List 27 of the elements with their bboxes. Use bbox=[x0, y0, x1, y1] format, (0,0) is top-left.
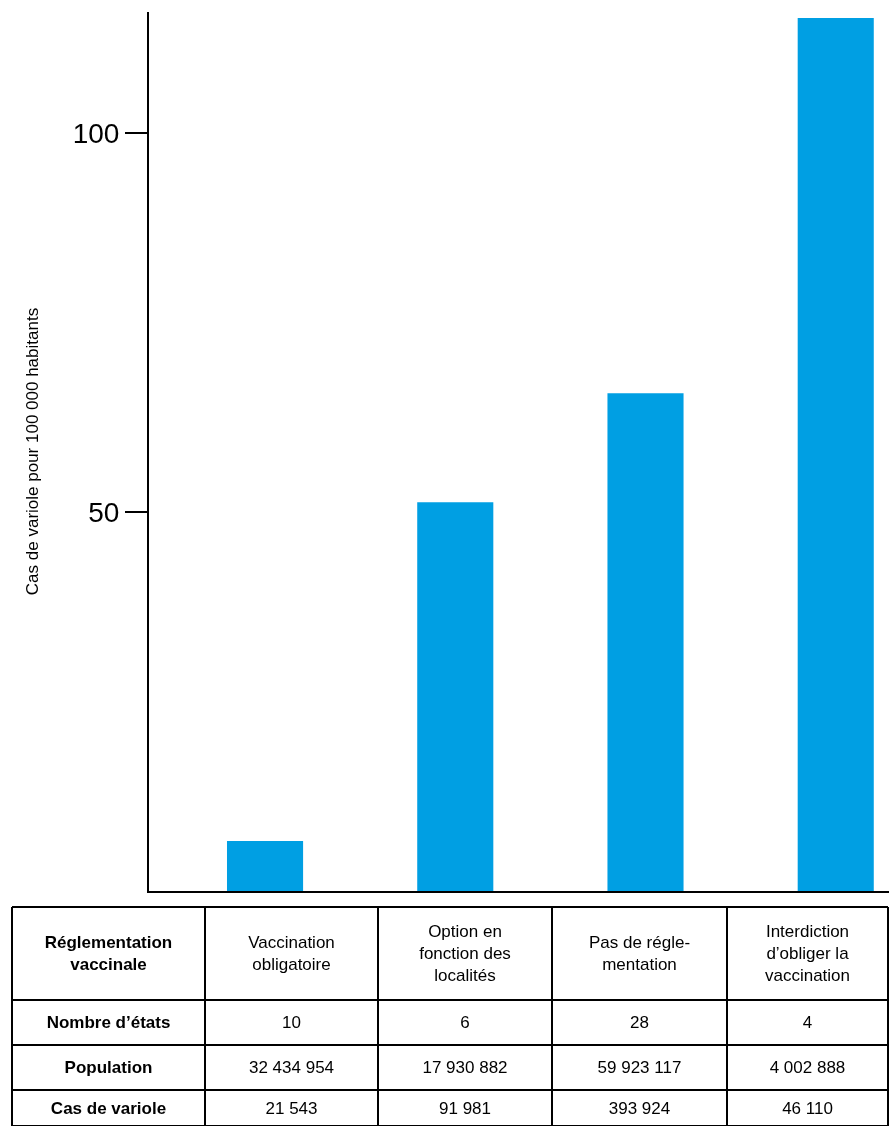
text: 21 543 bbox=[265, 1099, 318, 1118]
text: 59 923 117 bbox=[597, 1058, 682, 1077]
text: 4 bbox=[802, 1013, 813, 1032]
text: Nombre d’états bbox=[46, 1013, 171, 1032]
x-tick-label: Pas de régle-mentation bbox=[588, 933, 691, 975]
x-tick-label: Option en fonction des localités bbox=[419, 922, 511, 986]
text: 28 bbox=[630, 1013, 649, 1032]
y-tick-label: 100 bbox=[72, 118, 120, 150]
text: Population bbox=[64, 1058, 153, 1077]
bar bbox=[417, 502, 494, 891]
bar bbox=[226, 840, 304, 891]
text: 10 bbox=[282, 1013, 301, 1032]
text: Cas de variole bbox=[50, 1099, 167, 1118]
text: 393 924 bbox=[608, 1099, 671, 1118]
bar bbox=[797, 18, 874, 891]
text: 91 981 bbox=[439, 1099, 491, 1118]
text: 32 434 954 bbox=[248, 1058, 335, 1077]
x-axis-title: Réglementation vaccinale bbox=[44, 933, 173, 975]
bar bbox=[607, 393, 684, 891]
text: 46 110 bbox=[782, 1099, 833, 1118]
y-axis-title: Cas de variole pour 100 000 habitants bbox=[22, 307, 42, 596]
y-tick-label: 50 bbox=[88, 496, 120, 528]
text: 6 bbox=[460, 1013, 470, 1032]
text: 4 002 888 bbox=[769, 1058, 846, 1077]
x-tick-label: Vaccination obligatoire bbox=[248, 933, 335, 975]
text: 17 930 882 bbox=[422, 1058, 508, 1077]
x-tick-label: Interdiction d’obliger la vaccination bbox=[764, 922, 851, 986]
